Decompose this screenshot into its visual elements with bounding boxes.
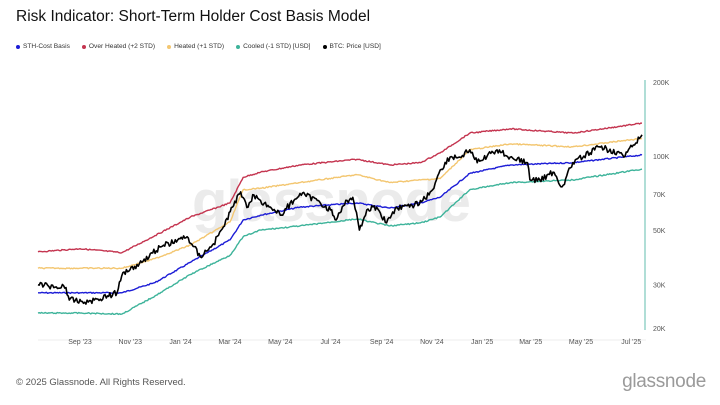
x-tick-label: Nov '24	[420, 339, 444, 346]
copyright: © 2025 Glassnode. All Rights Reserved.	[16, 377, 186, 388]
x-tick-label: Jan '25	[471, 339, 493, 346]
legend-dot-icon	[16, 44, 20, 49]
legend-label: BTC: Price [USD]	[329, 43, 381, 50]
legend-item-cooled[interactable]: Cooled (-1 STD) [USD]	[236, 43, 311, 50]
y-tick-label: 50K	[653, 228, 666, 235]
legend-dot-icon	[322, 44, 327, 49]
x-tick-label: Jul '25	[621, 339, 641, 346]
x-tick-label: Mar '24	[218, 339, 241, 346]
legend-label: Over Heated (+2 STD)	[88, 43, 156, 50]
x-tick-label: Sep '24	[370, 339, 394, 346]
glassnode-logo: glassnode	[622, 371, 706, 392]
x-tick-label: Jan '24	[169, 339, 191, 346]
legend-item-heated[interactable]: Heated (+1 STD)	[167, 43, 224, 50]
legend-dot-icon	[81, 44, 86, 49]
x-tick-label: Jul '24	[321, 339, 341, 346]
legend-item-over-heated[interactable]: Over Heated (+2 STD)	[81, 43, 156, 50]
y-tick-label: 100K	[653, 154, 670, 161]
y-tick-label: 30K	[653, 283, 666, 290]
legend-label: Cooled (-1 STD) [USD]	[243, 43, 311, 50]
btc-price-line	[37, 134, 643, 305]
over-heated-line	[37, 122, 643, 254]
legend-label: Heated (+1 STD)	[174, 43, 225, 50]
legend: STH-Cost Basis Over Heated (+2 STD) Heat…	[16, 43, 381, 50]
x-tick-label: Mar '25	[519, 339, 542, 346]
x-tick-label: May '24	[268, 339, 292, 346]
x-tick-label: May '25	[569, 339, 593, 346]
cooled-line	[37, 168, 643, 316]
sth-cost-basis-line	[38, 153, 643, 295]
y-tick-label: 20K	[653, 326, 666, 333]
legend-item-sth-cost-basis[interactable]: STH-Cost Basis	[16, 43, 70, 50]
x-tick-label: Nov '23	[119, 339, 143, 346]
legend-label: STH-Cost Basis	[23, 43, 70, 50]
chart-title: Risk Indicator: Short-Term Holder Cost B…	[16, 8, 371, 25]
y-tick-label: 70K	[653, 192, 666, 199]
x-tick-label: Sep '23	[68, 339, 92, 346]
legend-dot-icon	[236, 44, 241, 49]
legend-dot-icon	[167, 44, 172, 49]
legend-item-btc-price[interactable]: BTC: Price [USD]	[322, 43, 381, 50]
y-tick-label: 200K	[653, 80, 670, 87]
